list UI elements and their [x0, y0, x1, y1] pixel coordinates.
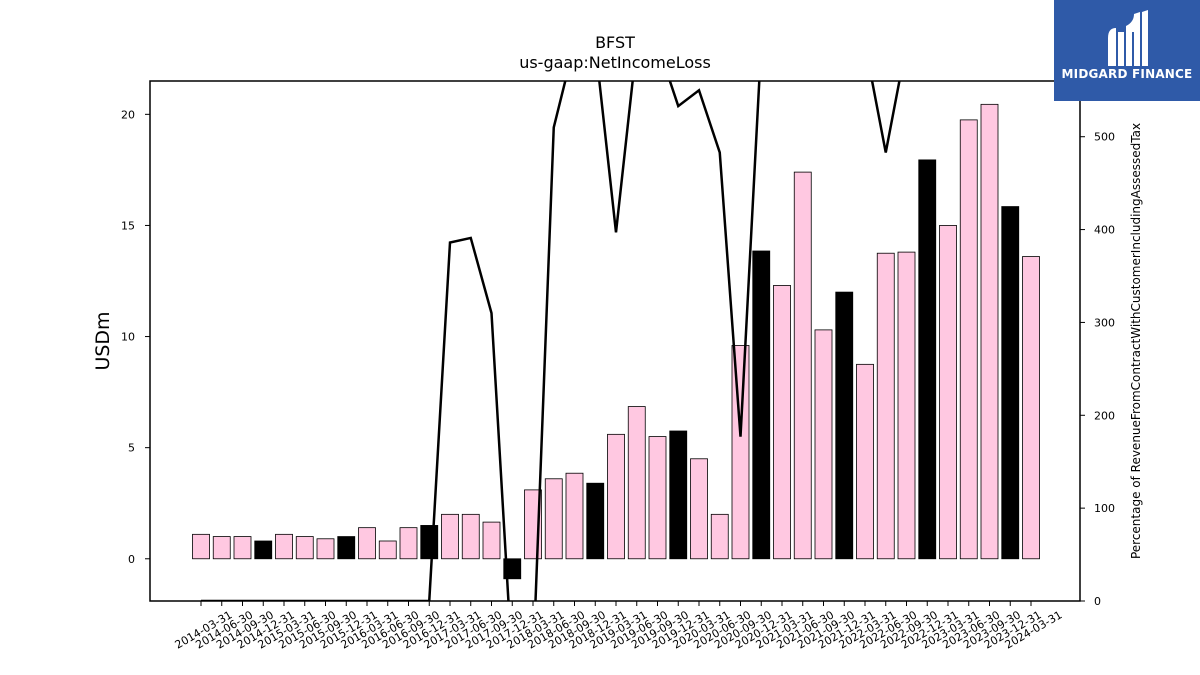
bar-2023-12-31 — [1001, 206, 1020, 560]
y2-tick-label: 100 — [1094, 502, 1115, 515]
bar-2023-06-30 — [959, 119, 978, 560]
y-tick-label: 15 — [121, 219, 135, 232]
plot-frame — [149, 80, 1081, 602]
bar-2020-09-30 — [731, 345, 750, 560]
y2-tick-label: 400 — [1094, 224, 1115, 237]
bar-2014-09-30 — [233, 536, 252, 560]
bar-2022-12-31 — [918, 159, 937, 560]
bar-2019-03-31 — [607, 433, 625, 560]
y-tick-label: 10 — [121, 331, 135, 344]
bar-2021-09-30 — [814, 329, 833, 560]
bar-2022-09-30 — [897, 251, 916, 560]
bar-2020-12-31 — [752, 250, 771, 560]
bar-2021-03-31 — [773, 285, 791, 560]
y2-tick-label: 200 — [1094, 409, 1115, 422]
y2-axis-label: Percentage of RevenueFromContractWithCus… — [1129, 123, 1143, 559]
bar-2016-06-30 — [378, 540, 397, 560]
bar-2019-09-30 — [648, 436, 667, 560]
bar-2023-09-30 — [980, 103, 999, 560]
chart-subtitle: us-gaap:NetIncomeLoss — [519, 53, 711, 72]
bar-2018-06-30 — [544, 478, 563, 560]
bar-2016-09-30 — [399, 527, 418, 560]
bar-2014-06-30 — [212, 536, 231, 560]
bar-2024-03-31 — [1022, 256, 1040, 560]
bar-2017-09-30 — [482, 521, 501, 560]
bar-2022-06-30 — [876, 252, 895, 560]
bar-2019-06-30 — [627, 406, 646, 560]
y-tick-label: 5 — [128, 442, 135, 455]
line-series — [201, 81, 901, 601]
bar-2018-12-31 — [586, 482, 605, 560]
bar-2016-12-31 — [420, 525, 439, 560]
bar-2021-12-31 — [835, 291, 854, 560]
bar-2014-12-31 — [254, 540, 273, 560]
y-axis-label: USDm — [92, 311, 114, 370]
bar-2016-03-31 — [358, 527, 376, 560]
y2-tick-label: 0 — [1094, 595, 1101, 608]
bar-2022-03-31 — [856, 363, 874, 560]
brand-name: MIDGARD FINANCE — [1061, 67, 1193, 81]
chart-title: BFST — [595, 33, 635, 52]
bar-2015-03-31 — [275, 533, 293, 560]
bar-2017-03-31 — [441, 513, 459, 560]
bar-2023-03-31 — [939, 225, 957, 560]
y-tick-label: 20 — [121, 108, 135, 121]
bar-2015-09-30 — [316, 538, 335, 560]
bar-2018-09-30 — [565, 472, 584, 560]
bar-2017-06-30 — [461, 513, 480, 560]
midgard-logo-icon — [1108, 10, 1148, 66]
brand-logo: MIDGARD FINANCE — [1054, 0, 1200, 101]
bar-2015-12-31 — [337, 536, 356, 560]
bar-2021-06-30 — [793, 171, 812, 560]
y2-tick-label: 300 — [1094, 316, 1115, 329]
bar-2020-03-31 — [690, 458, 708, 560]
bar-2015-06-30 — [295, 536, 314, 560]
bar-2019-12-31 — [669, 430, 688, 560]
bar-2020-06-30 — [710, 513, 729, 560]
y2-tick-label: 500 — [1094, 131, 1115, 144]
bar-2014-03-31 — [192, 533, 210, 560]
y-tick-label: 0 — [128, 553, 135, 566]
